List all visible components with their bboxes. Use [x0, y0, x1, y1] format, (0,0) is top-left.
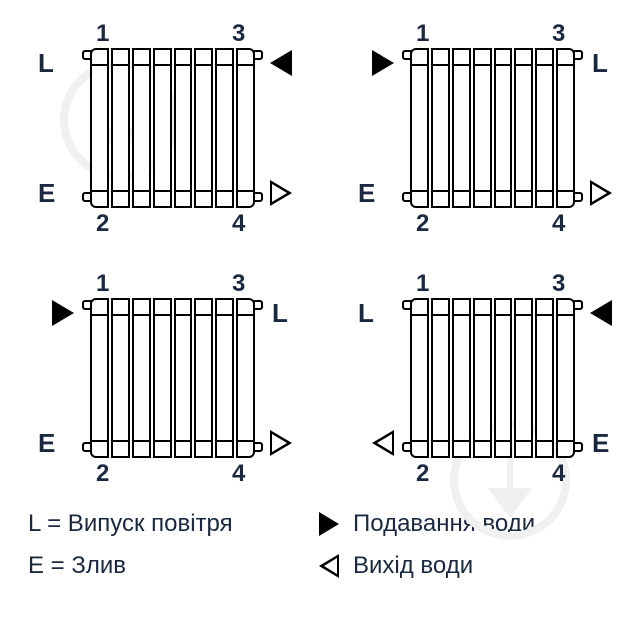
corner-number: 3 — [552, 20, 565, 48]
hollow-arrow-icon — [590, 180, 612, 206]
port-label-E: E — [38, 178, 55, 209]
filled-arrow-icon — [590, 300, 612, 326]
connection-plug — [402, 442, 412, 452]
hollow-arrow-icon — [270, 430, 292, 456]
config-1: 1 3 2 4 L E — [20, 20, 310, 240]
corner-number: 4 — [552, 210, 565, 238]
connection-plug — [402, 50, 412, 60]
diagram-grid: 1 3 2 4 L E 1 3 2 4 L E 1 3 2 4 L E 1 3 2 4 L E — [0, 0, 638, 500]
corner-number: 3 — [552, 270, 565, 298]
filled-arrow-icon — [52, 300, 74, 326]
connection-plug — [253, 300, 263, 310]
corner-number: 1 — [96, 270, 109, 298]
port-label-L: L — [358, 298, 374, 329]
corner-number: 3 — [232, 20, 245, 48]
config-4: 1 3 2 4 L E — [340, 270, 630, 490]
connection-plug — [402, 192, 412, 202]
filled-arrow-icon — [372, 50, 394, 76]
legend: L = Випуск повітря Подавання води E = Зл… — [0, 500, 638, 600]
connection-plug — [82, 442, 92, 452]
legend-L-text: L = Випуск повітря — [28, 510, 233, 538]
corner-number: 1 — [96, 20, 109, 48]
legend-L: L = Випуск повітря — [28, 510, 319, 538]
legend-outlet-text: Вихід води — [353, 552, 473, 580]
corner-number: 4 — [552, 460, 565, 488]
hollow-arrow-icon — [270, 180, 292, 206]
corner-number: 2 — [96, 460, 109, 488]
hollow-arrow-icon — [372, 430, 394, 456]
radiator — [410, 48, 575, 208]
connection-plug — [253, 50, 263, 60]
port-label-E: E — [592, 428, 609, 459]
corner-number: 4 — [232, 460, 245, 488]
connection-plug — [253, 442, 263, 452]
connection-plug — [82, 300, 92, 310]
corner-number: 1 — [416, 270, 429, 298]
filled-arrow-icon — [319, 512, 339, 536]
legend-E: E = Злив — [28, 552, 319, 580]
legend-supply: Подавання води — [319, 510, 610, 538]
connection-plug — [573, 50, 583, 60]
corner-number: 2 — [416, 210, 429, 238]
port-label-L: L — [38, 48, 54, 79]
connection-plug — [253, 192, 263, 202]
connection-plug — [82, 192, 92, 202]
port-label-E: E — [38, 428, 55, 459]
radiator — [90, 298, 255, 458]
radiator — [90, 48, 255, 208]
port-label-E: E — [358, 178, 375, 209]
port-label-L: L — [272, 298, 288, 329]
connection-plug — [402, 300, 412, 310]
filled-arrow-icon — [270, 50, 292, 76]
connection-plug — [573, 300, 583, 310]
connection-plug — [573, 442, 583, 452]
radiator — [410, 298, 575, 458]
corner-number: 2 — [96, 210, 109, 238]
corner-number: 3 — [232, 270, 245, 298]
connection-plug — [82, 50, 92, 60]
corner-number: 1 — [416, 20, 429, 48]
config-2: 1 3 2 4 L E — [340, 20, 630, 240]
legend-supply-text: Подавання води — [353, 510, 535, 538]
connection-plug — [573, 192, 583, 202]
config-3: 1 3 2 4 L E — [20, 270, 310, 490]
legend-outlet: Вихід води — [319, 552, 610, 580]
corner-number: 4 — [232, 210, 245, 238]
corner-number: 2 — [416, 460, 429, 488]
hollow-arrow-icon — [319, 554, 339, 578]
legend-E-text: E = Злив — [28, 552, 126, 580]
port-label-L: L — [592, 48, 608, 79]
